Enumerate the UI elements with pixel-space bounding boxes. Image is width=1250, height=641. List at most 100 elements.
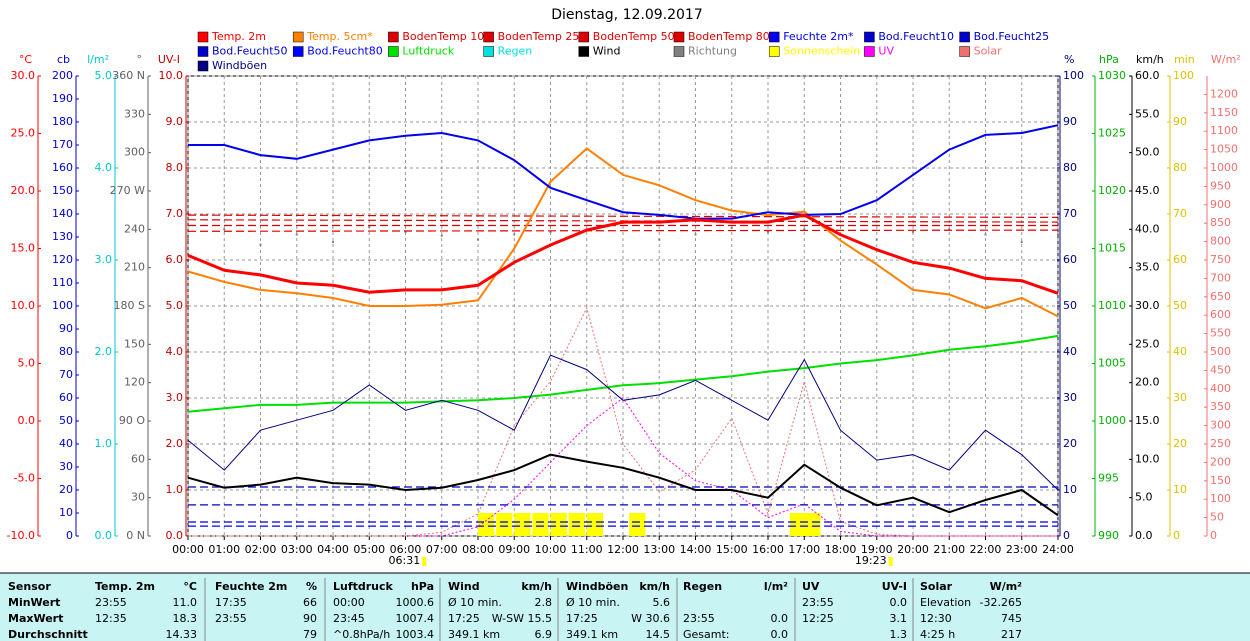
table-cell: 12:25 bbox=[802, 612, 834, 625]
axis-tick-label: 0.0 bbox=[1135, 529, 1153, 542]
axis-tick-label: 15.0 bbox=[11, 242, 36, 255]
legend-swatch bbox=[864, 31, 875, 43]
axis-tick-label: 800 bbox=[1210, 235, 1231, 248]
sunshine-bar bbox=[789, 513, 807, 536]
axis-tick-label: 1000 bbox=[1210, 161, 1238, 174]
table-cell: 3.1 bbox=[890, 612, 908, 625]
axis-tick-label: 10 bbox=[59, 506, 73, 519]
axis-tick-label: 20.0 bbox=[11, 184, 36, 197]
table-cell: UV bbox=[802, 580, 820, 593]
axis-tick-label: 60 bbox=[59, 391, 73, 404]
axis-tick-label: 1050 bbox=[1210, 143, 1238, 156]
axis-tick-label: 550 bbox=[1210, 327, 1231, 340]
legend-label: Feuchte 2m* bbox=[783, 30, 854, 43]
x-tick-label: 01:00 bbox=[208, 543, 240, 556]
sunshine-bar bbox=[496, 513, 513, 536]
table-cell: 11.0 bbox=[173, 596, 198, 609]
x-tick-label: 14:00 bbox=[680, 543, 712, 556]
legend-swatch bbox=[578, 46, 590, 57]
x-tick-label: 17:00 bbox=[788, 543, 820, 556]
axis-tick-label: 40 bbox=[1063, 345, 1077, 358]
legend-label: Luftdruck bbox=[402, 45, 454, 58]
axis-tick-label: 990 bbox=[1098, 529, 1119, 542]
direction-point bbox=[332, 241, 334, 244]
axis-tick-label: 30.0 bbox=[1135, 299, 1160, 312]
series-line bbox=[188, 124, 1059, 220]
table-cell: 23:55 bbox=[95, 596, 127, 609]
axis-tick-label: 170 bbox=[52, 138, 73, 151]
table-cell: Regen bbox=[683, 580, 722, 593]
axis-title: hPa bbox=[1099, 53, 1119, 66]
axis-tick-label: 80 bbox=[59, 345, 73, 358]
axis-title: min bbox=[1174, 53, 1195, 66]
axis-tick-label: 130 bbox=[52, 230, 73, 243]
axis-tick-label: 70 bbox=[1173, 207, 1187, 220]
legend-swatch bbox=[768, 31, 780, 43]
sun-time-label: 19:23 bbox=[855, 554, 887, 567]
axis-tick-label: 0.0 bbox=[18, 414, 36, 427]
sun-marker bbox=[422, 557, 427, 566]
axis-tick-label: 950 bbox=[1210, 179, 1231, 192]
legend-label: Richtung bbox=[688, 45, 737, 58]
table-cell: °C bbox=[183, 580, 197, 593]
axis-tick-label: 1025 bbox=[1098, 127, 1126, 140]
table-cell: W-SW 15.5 bbox=[492, 612, 552, 625]
axis-tick-label: 20.0 bbox=[1135, 376, 1160, 389]
x-tick-label: 15:00 bbox=[716, 543, 748, 556]
legend-swatch bbox=[959, 46, 970, 57]
axis-tick-label: 50 bbox=[1210, 511, 1224, 524]
table-cell: ^0.8hPa/h bbox=[333, 628, 390, 641]
axis-tick-label: 0 bbox=[1063, 529, 1070, 542]
axis-tick-label: 90 bbox=[1063, 115, 1077, 128]
axis-tick-label: 900 bbox=[1210, 198, 1231, 211]
axis-tick-label: 50 bbox=[59, 414, 73, 427]
axis-tick-label: 50 bbox=[1173, 299, 1187, 312]
axis-tick-label: 60 bbox=[1063, 253, 1077, 266]
table-cell: 1.3 bbox=[890, 628, 908, 641]
axis-tick-label: 70 bbox=[59, 368, 73, 381]
table-cell: Wind bbox=[448, 580, 480, 593]
table-cell: Elevation bbox=[920, 596, 971, 609]
axis-tick-label: 1.0 bbox=[166, 483, 184, 496]
x-tick-label: 09:00 bbox=[498, 543, 530, 556]
sunshine-bar bbox=[568, 513, 585, 536]
axis-tick-label: 0.0 bbox=[166, 529, 184, 542]
axis-tick-label: 30 bbox=[1063, 391, 1077, 404]
axis-tick-label: 50 bbox=[1063, 299, 1077, 312]
axis-tick-label: 8.0 bbox=[166, 161, 184, 174]
table-cell: Ø 10 min. bbox=[448, 596, 502, 609]
axis-tick-label: 500 bbox=[1210, 345, 1231, 358]
legend-label: Temp. 2m bbox=[211, 30, 266, 43]
axis-tick-label: 150 bbox=[52, 184, 73, 197]
axis-tick-label: 190 bbox=[52, 92, 73, 105]
x-tick-label: 20:00 bbox=[897, 543, 929, 556]
series-line bbox=[187, 214, 1059, 218]
table-cell: 2.8 bbox=[535, 596, 553, 609]
x-tick-label: 07:00 bbox=[426, 543, 458, 556]
axis-tick-label: 10 bbox=[1173, 483, 1187, 496]
legend-swatch bbox=[673, 31, 685, 43]
x-tick-label: 18:00 bbox=[825, 543, 857, 556]
table-cell: W/m² bbox=[990, 580, 1023, 593]
axis-tick-label: 80 bbox=[1173, 161, 1187, 174]
x-tick-label: 04:00 bbox=[317, 543, 349, 556]
x-tick-label: 16:00 bbox=[752, 543, 784, 556]
direction-point bbox=[187, 238, 189, 241]
chart-title: Dienstag, 12.09.2017 bbox=[551, 7, 702, 23]
legend-swatch bbox=[959, 31, 970, 43]
table-cell: 1007.4 bbox=[396, 612, 435, 625]
axis-tick-label: 2.0 bbox=[166, 437, 184, 450]
sunshine-bar bbox=[532, 513, 549, 536]
axis-tick-label: 180 bbox=[52, 115, 73, 128]
axis-tick-label: 180 S bbox=[114, 299, 145, 312]
table-cell: 23:55 bbox=[215, 612, 247, 625]
table-cell: 5.6 bbox=[653, 596, 671, 609]
legend-label: UV bbox=[878, 45, 894, 58]
axis-tick-label: 140 bbox=[52, 207, 73, 220]
x-tick-label: 08:00 bbox=[462, 543, 494, 556]
sunshine-bar bbox=[586, 513, 604, 536]
direction-point bbox=[1057, 233, 1059, 236]
x-tick-label: 13:00 bbox=[643, 543, 675, 556]
x-tick-label: 19:00 bbox=[861, 543, 893, 556]
axis-tick-label: 10.0 bbox=[11, 299, 36, 312]
